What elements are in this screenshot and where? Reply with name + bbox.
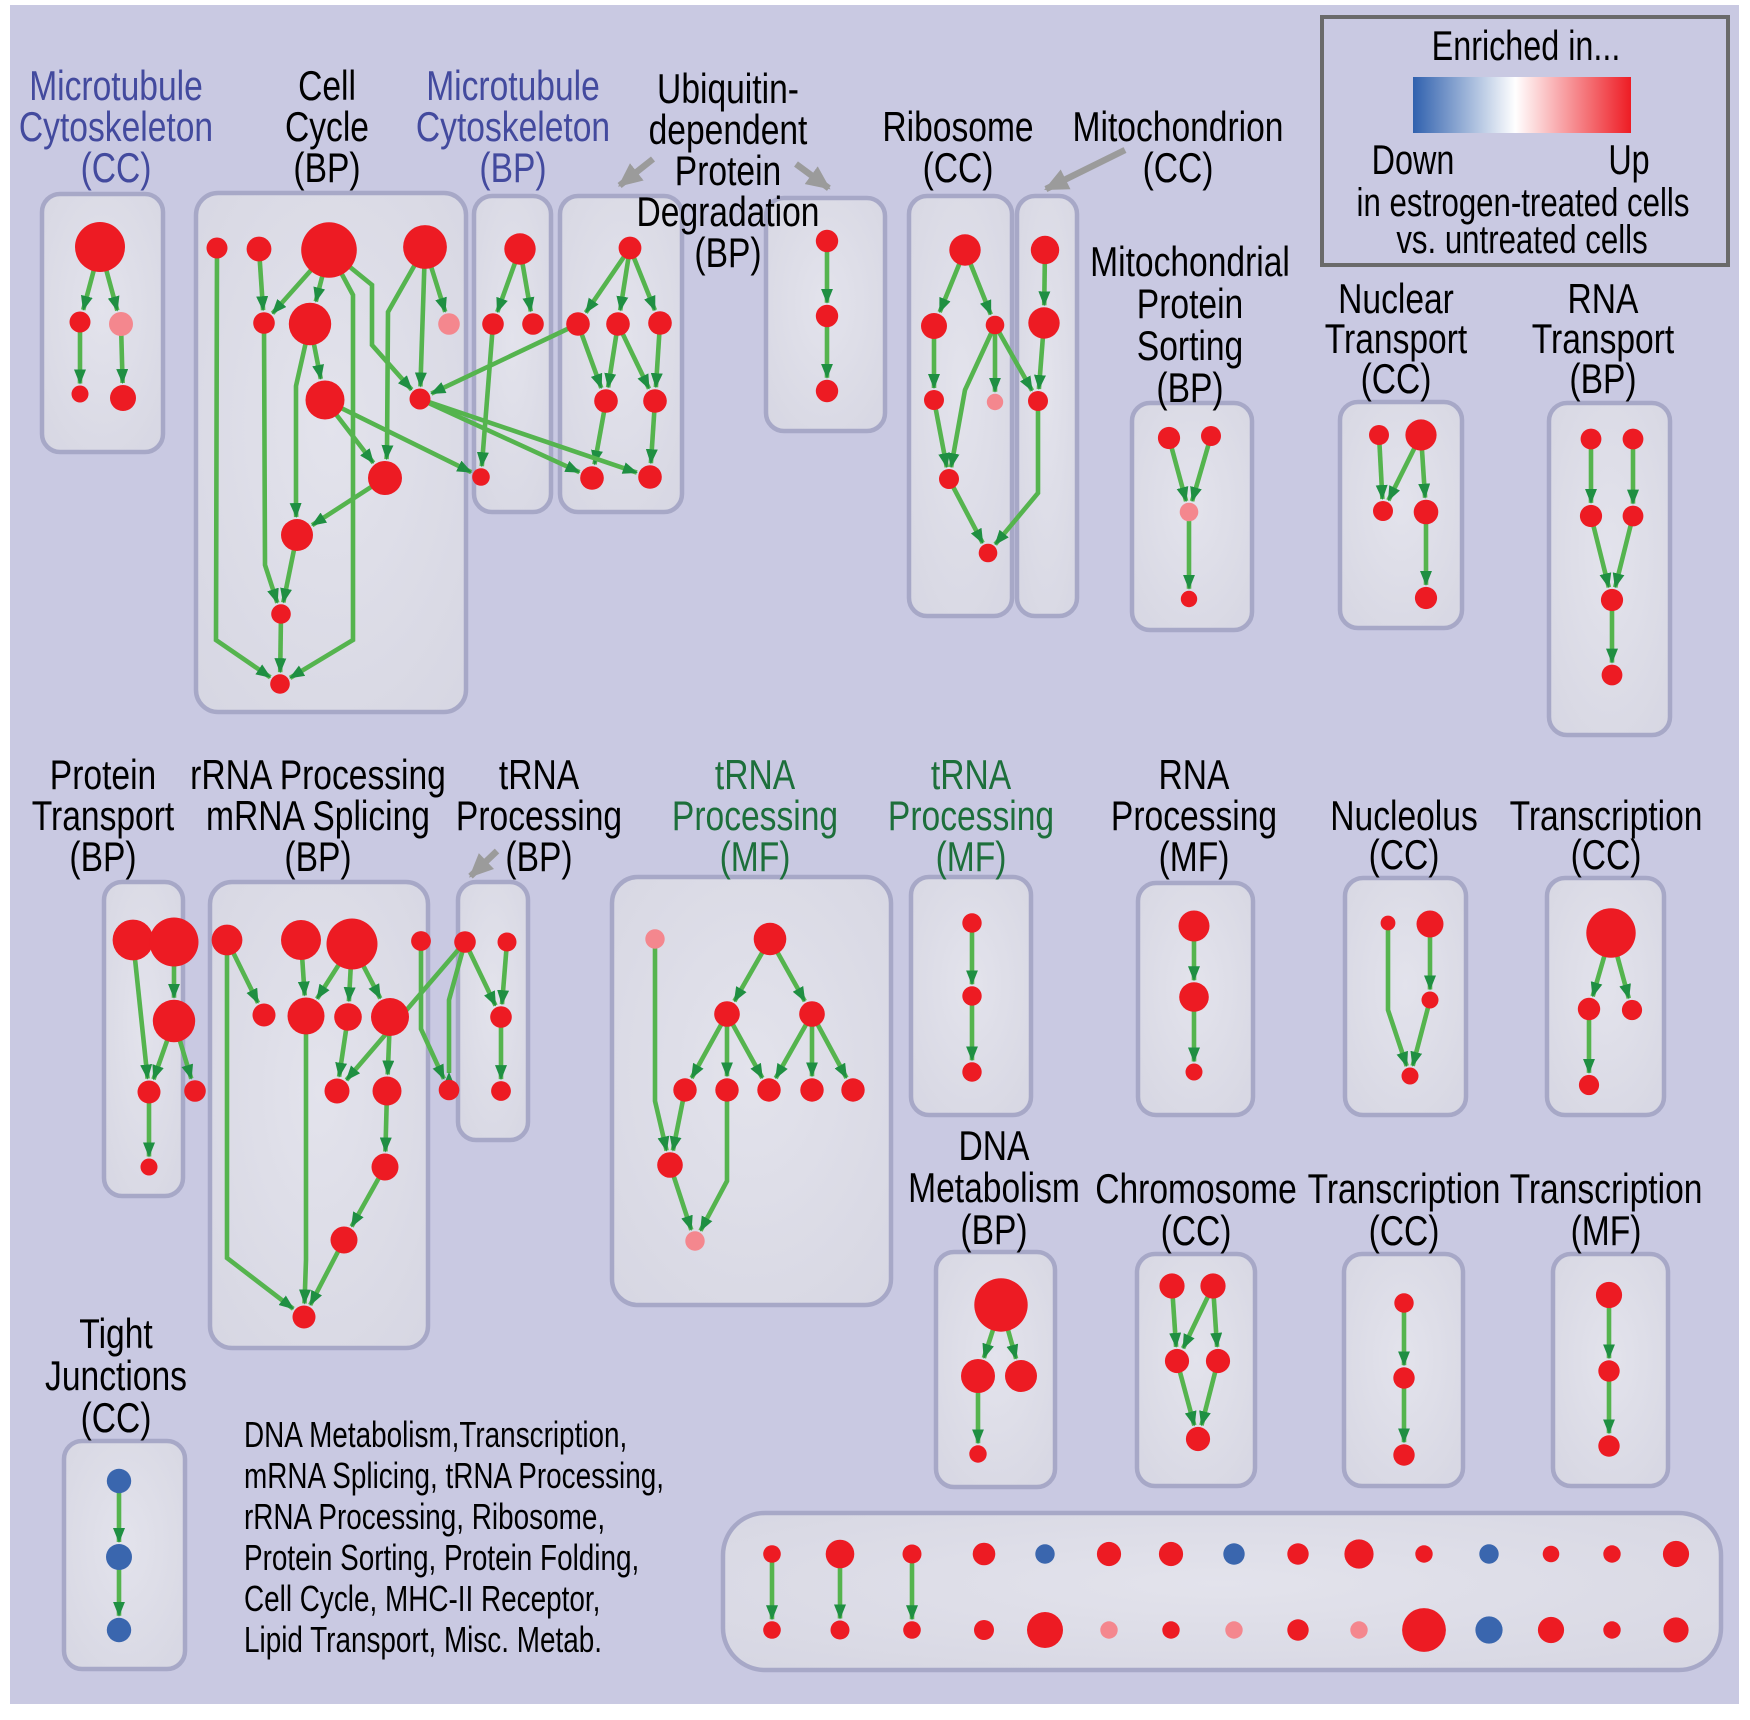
svg-text:Tight: Tight [79, 1312, 153, 1358]
svg-text:(BP): (BP) [284, 835, 351, 881]
svg-text:dependent: dependent [649, 108, 808, 154]
svg-text:Mitochondrion: Mitochondrion [1073, 105, 1284, 151]
svg-text:Cell: Cell [298, 64, 356, 110]
svg-text:Nuclear: Nuclear [1338, 277, 1454, 323]
svg-text:Degradation: Degradation [637, 190, 820, 236]
svg-text:Transport: Transport [32, 794, 175, 840]
svg-text:(BP): (BP) [505, 835, 572, 881]
svg-text:DNA: DNA [959, 1124, 1030, 1170]
svg-text:Cell Cycle, MHC-II Receptor,: Cell Cycle, MHC-II Receptor, [244, 1579, 600, 1619]
svg-text:DNA Metabolism,Transcription,: DNA Metabolism,Transcription, [244, 1415, 627, 1455]
svg-text:Junctions: Junctions [45, 1354, 187, 1400]
svg-text:Transcription: Transcription [1510, 794, 1703, 840]
svg-text:(MF): (MF) [1571, 1209, 1642, 1255]
svg-text:mRNA Splicing: mRNA Splicing [206, 794, 430, 840]
svg-text:(MF): (MF) [936, 835, 1007, 881]
svg-text:Processing: Processing [1111, 794, 1277, 840]
svg-text:Transcription: Transcription [1510, 1167, 1703, 1213]
svg-text:(BP): (BP) [694, 231, 761, 277]
svg-text:Ribosome: Ribosome [882, 105, 1033, 151]
svg-text:Cytoskeleton: Cytoskeleton [416, 105, 610, 151]
svg-text:mRNA Splicing, tRNA Processing: mRNA Splicing, tRNA Processing, [244, 1456, 664, 1496]
svg-text:Transport: Transport [1325, 317, 1468, 363]
svg-text:Protein Sorting, Protein Foldi: Protein Sorting, Protein Folding, [244, 1538, 639, 1578]
svg-text:(BP): (BP) [479, 146, 546, 192]
svg-text:Metabolism: Metabolism [908, 1166, 1080, 1212]
svg-text:rRNA Processing: rRNA Processing [190, 753, 446, 799]
svg-text:(BP): (BP) [1569, 357, 1636, 403]
svg-text:(CC): (CC) [923, 146, 994, 192]
svg-text:Lipid Transport, Misc. Metab.: Lipid Transport, Misc. Metab. [244, 1620, 602, 1660]
svg-text:vs. untreated cells: vs. untreated cells [1396, 217, 1647, 262]
svg-text:(BP): (BP) [293, 146, 360, 192]
svg-text:Enriched in...: Enriched in... [1432, 22, 1621, 69]
svg-text:Processing: Processing [888, 794, 1054, 840]
svg-text:(MF): (MF) [1159, 835, 1230, 881]
svg-text:Cycle: Cycle [285, 105, 369, 151]
svg-text:Microtubule: Microtubule [29, 64, 203, 110]
svg-text:Cytoskeleton: Cytoskeleton [19, 105, 213, 151]
svg-text:Transport: Transport [1532, 317, 1675, 363]
svg-text:(CC): (CC) [81, 146, 152, 192]
svg-text:(CC): (CC) [1571, 833, 1642, 879]
svg-text:(CC): (CC) [1361, 357, 1432, 403]
svg-text:tRNA: tRNA [715, 753, 796, 799]
svg-text:(MF): (MF) [720, 835, 791, 881]
svg-text:Nucleolus: Nucleolus [1330, 794, 1477, 840]
svg-text:(CC): (CC) [81, 1396, 152, 1442]
svg-text:Down: Down [1372, 136, 1455, 183]
svg-text:RNA: RNA [1568, 277, 1639, 323]
svg-text:Protein: Protein [675, 149, 781, 195]
svg-text:(BP): (BP) [69, 835, 136, 881]
svg-text:(CC): (CC) [1161, 1209, 1232, 1255]
svg-text:Transcription: Transcription [1308, 1167, 1501, 1213]
svg-text:Processing: Processing [672, 794, 838, 840]
svg-text:tRNA: tRNA [499, 753, 580, 799]
svg-text:Sorting: Sorting [1137, 324, 1243, 370]
svg-text:Protein: Protein [1137, 282, 1243, 328]
svg-text:Ubiquitin-: Ubiquitin- [657, 67, 799, 113]
svg-text:Up: Up [1608, 136, 1649, 183]
svg-text:in estrogen-treated cells: in estrogen-treated cells [1357, 180, 1690, 225]
svg-text:RNA: RNA [1159, 753, 1230, 799]
svg-text:(CC): (CC) [1143, 146, 1214, 192]
svg-text:Processing: Processing [456, 794, 622, 840]
svg-text:Protein: Protein [50, 753, 156, 799]
svg-text:(BP): (BP) [960, 1208, 1027, 1254]
svg-text:(CC): (CC) [1369, 1209, 1440, 1255]
svg-text:Mitochondrial: Mitochondrial [1090, 240, 1290, 286]
svg-text:(BP): (BP) [1156, 366, 1223, 412]
svg-text:(CC): (CC) [1369, 833, 1440, 879]
svg-text:Microtubule: Microtubule [426, 64, 600, 110]
svg-text:Chromosome: Chromosome [1095, 1167, 1297, 1213]
svg-text:rRNA Processing, Ribosome,: rRNA Processing, Ribosome, [244, 1497, 605, 1537]
svg-text:tRNA: tRNA [931, 753, 1012, 799]
